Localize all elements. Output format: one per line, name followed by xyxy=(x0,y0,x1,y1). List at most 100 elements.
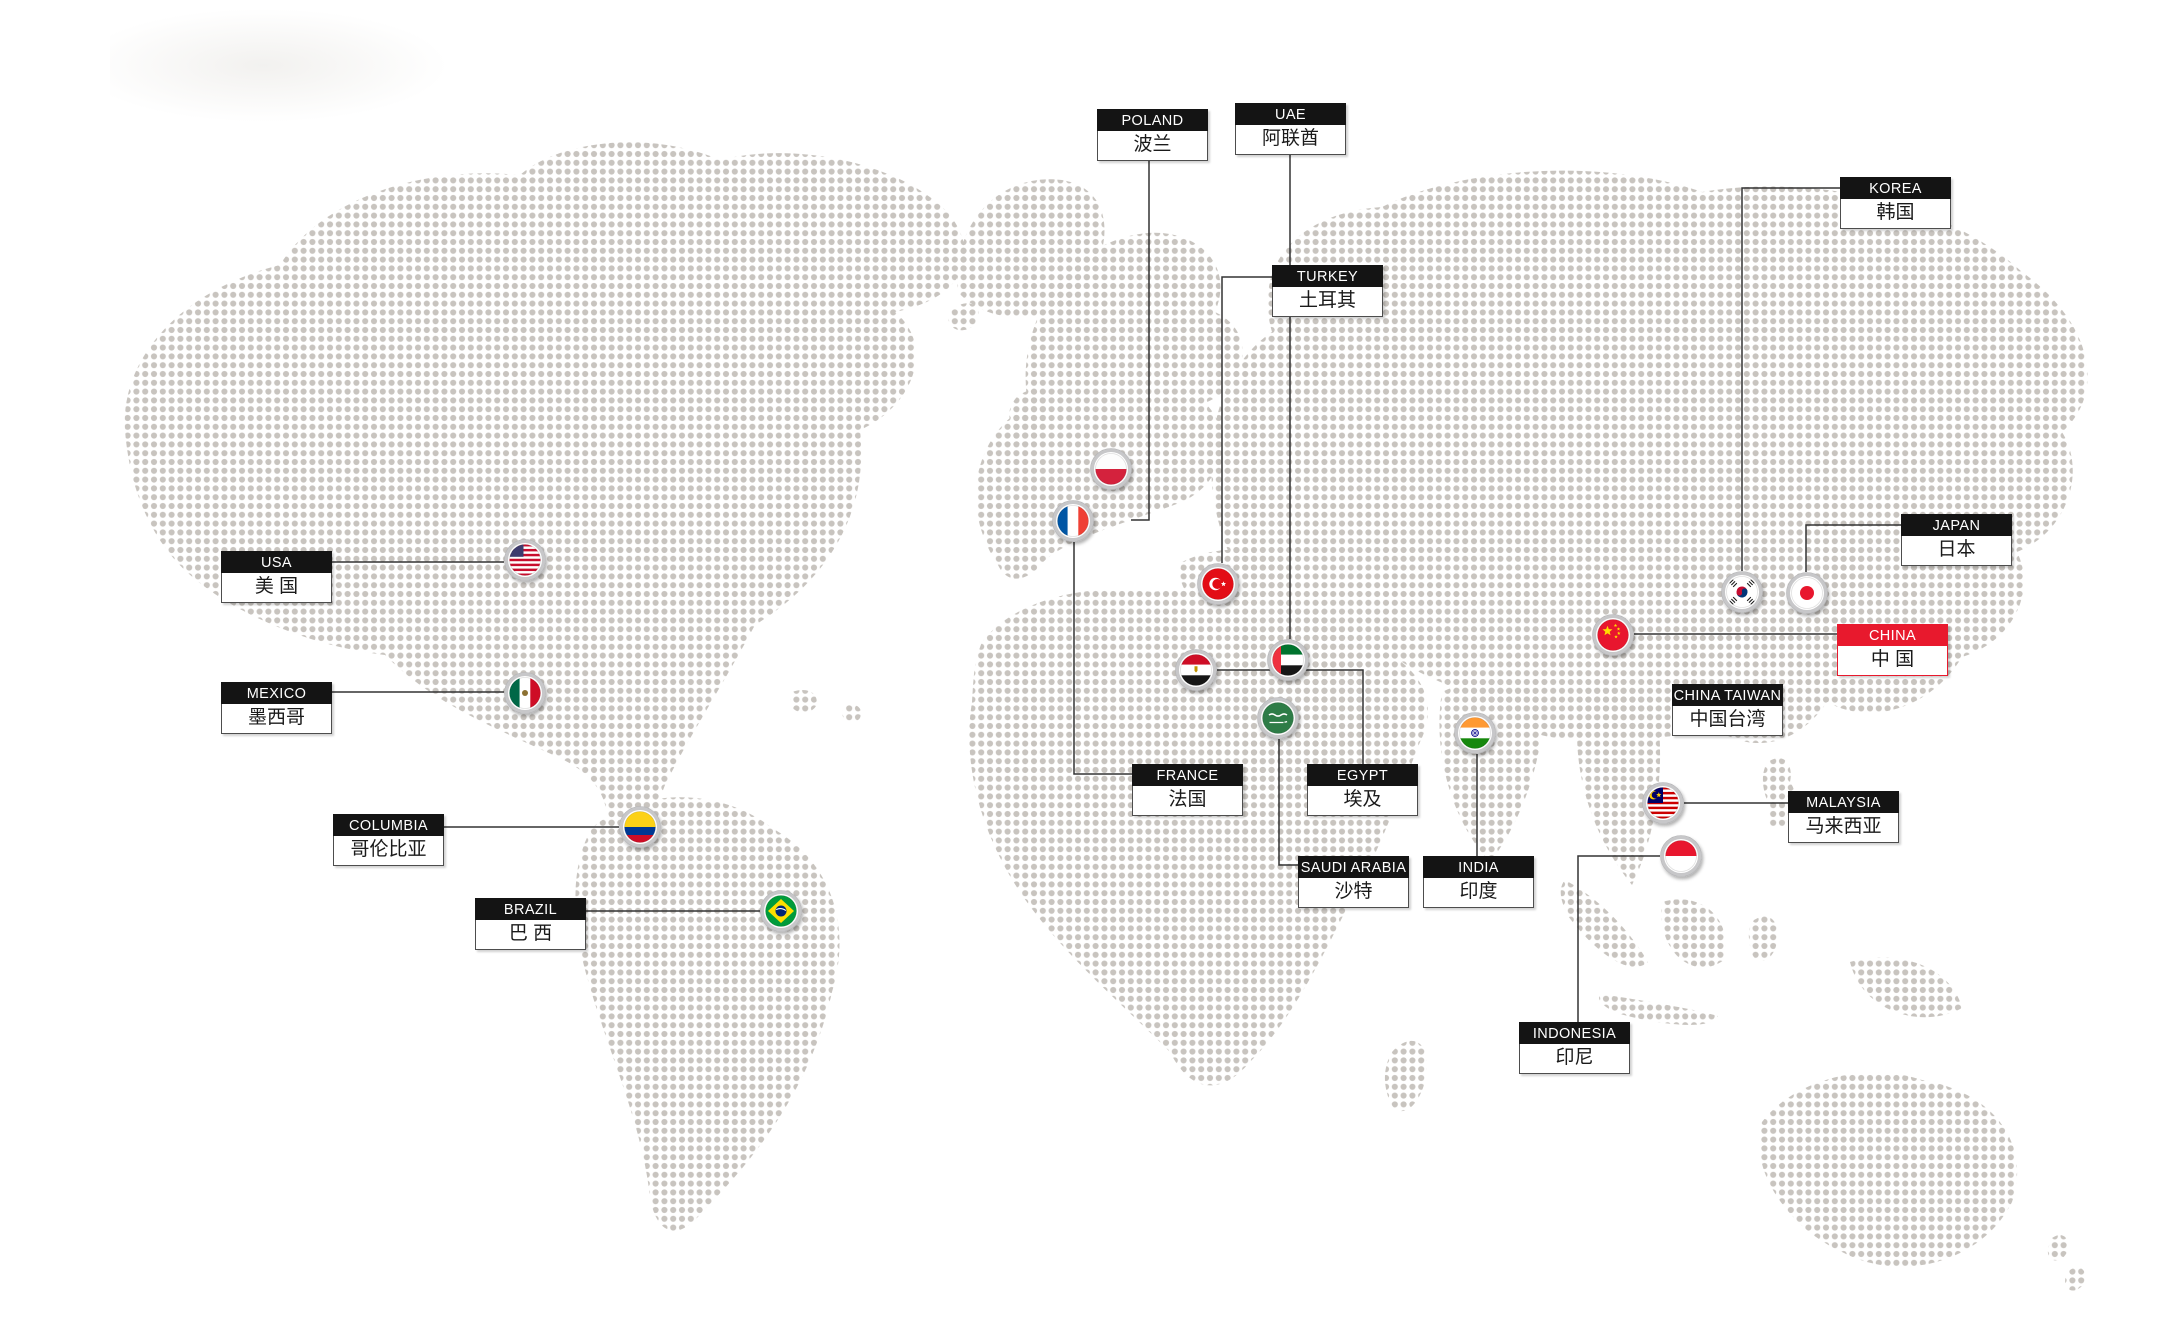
mexico-flag-marker xyxy=(504,672,546,714)
island-borneo xyxy=(1661,899,1726,968)
malaysia-flag-marker xyxy=(1642,782,1684,824)
flag-markers-group xyxy=(504,448,1828,932)
country-label-france-chinese: 法国 xyxy=(1132,786,1243,816)
korea-flag-marker xyxy=(1721,571,1763,613)
malaysia-flag-icon xyxy=(1647,787,1679,819)
saudi-arabia-flag-icon xyxy=(1262,702,1294,734)
country-label-uae-chinese: 阿联酋 xyxy=(1235,125,1346,155)
japan-flag-marker xyxy=(1786,572,1828,614)
connector-lines-group xyxy=(332,155,1901,1022)
island-britain xyxy=(1009,390,1047,446)
poland-flag-icon xyxy=(1095,453,1127,485)
island-sulawesi xyxy=(1748,916,1778,961)
country-label-china: CHINA 中 国 xyxy=(1837,624,1948,676)
connector-line-egypt xyxy=(1217,669,1364,764)
country-label-poland-chinese: 波兰 xyxy=(1097,131,1208,161)
uae-flag-icon xyxy=(1272,644,1304,676)
country-label-china-taiwan-english: CHINA TAIWAN xyxy=(1672,684,1783,706)
south-korea-flag-icon xyxy=(1726,576,1758,608)
continent-north-america xyxy=(124,142,965,849)
country-label-saudi-arabia: SAUDI ARABIA 沙特 xyxy=(1298,856,1409,908)
country-label-columbia-chinese: 哥伦比亚 xyxy=(333,836,444,866)
country-label-malaysia: MALAYSIA 马来西亚 xyxy=(1788,791,1899,843)
country-label-columbia: COLUMBIA 哥伦比亚 xyxy=(333,814,444,866)
country-label-turkey-english: TURKEY xyxy=(1272,265,1383,287)
island-java xyxy=(1598,994,1718,1025)
islands-new-zealand xyxy=(2047,1235,2086,1291)
country-label-usa-english: USA xyxy=(221,551,332,573)
island-madagascar xyxy=(1384,1040,1428,1112)
country-label-usa-chinese: 美 国 xyxy=(221,573,332,603)
country-label-turkey-chinese: 土耳其 xyxy=(1272,287,1383,317)
country-label-france: FRANCE 法国 xyxy=(1132,764,1243,816)
country-label-china-taiwan: CHINA TAIWAN 中国台湾 xyxy=(1672,684,1783,736)
country-label-japan: JAPAN 日本 xyxy=(1901,514,2012,566)
connector-line-poland xyxy=(1131,161,1150,521)
connector-line-saudi-arabia xyxy=(1278,739,1298,866)
country-label-poland: POLAND 波兰 xyxy=(1097,109,1208,161)
continent-europe xyxy=(975,232,1243,579)
island-sumatra xyxy=(1560,880,1648,967)
france-flag-icon xyxy=(1057,505,1089,537)
country-label-india: INDIA 印度 xyxy=(1423,856,1534,908)
country-label-indonesia: INDONESIA 印尼 xyxy=(1519,1022,1630,1074)
country-label-malaysia-english: MALAYSIA xyxy=(1788,791,1899,813)
usa-flag-icon xyxy=(509,544,541,576)
mexico-flag-icon xyxy=(509,677,541,709)
connector-line-france xyxy=(1073,542,1132,775)
country-label-egypt-english: EGYPT xyxy=(1307,764,1418,786)
indonesia-flag-marker xyxy=(1660,835,1702,877)
india-flag-marker xyxy=(1454,712,1496,754)
india-flag-icon xyxy=(1459,717,1491,749)
country-label-mexico: MEXICO 墨西哥 xyxy=(221,682,332,734)
country-label-uae: UAE 阿联酋 xyxy=(1235,103,1346,155)
country-label-korea-english: KOREA xyxy=(1840,177,1951,199)
continent-australia xyxy=(1759,1072,2018,1267)
islands-japan xyxy=(1812,547,1867,637)
columbia-flag-marker xyxy=(619,806,661,848)
country-label-india-english: INDIA xyxy=(1423,856,1534,878)
brazil-flag-marker xyxy=(760,890,802,932)
country-label-france-english: FRANCE xyxy=(1132,764,1243,786)
country-label-china-chinese: 中 国 xyxy=(1837,646,1948,676)
egypt-flag-icon xyxy=(1180,654,1212,686)
country-label-indonesia-chinese: 印尼 xyxy=(1519,1044,1630,1074)
country-label-korea-chinese: 韩国 xyxy=(1840,199,1951,229)
country-label-saudi-arabia-chinese: 沙特 xyxy=(1298,878,1409,908)
island-iceland xyxy=(948,303,979,331)
country-label-india-chinese: 印度 xyxy=(1423,878,1534,908)
china-flag-icon xyxy=(1597,619,1629,651)
turkey-flag-icon xyxy=(1202,568,1234,600)
uae-flag-marker xyxy=(1267,639,1309,681)
islands-philippines xyxy=(1762,758,1796,829)
connector-line-korea xyxy=(1741,187,1840,571)
country-label-japan-english: JAPAN xyxy=(1901,514,2012,536)
connector-line-indonesia xyxy=(1577,855,1660,1022)
china-flag-marker xyxy=(1592,614,1634,656)
islands-caribbean xyxy=(790,689,862,723)
country-label-japan-chinese: 日本 xyxy=(1901,536,2012,566)
country-label-mexico-chinese: 墨西哥 xyxy=(221,704,332,734)
japan-flag-icon xyxy=(1791,577,1823,609)
country-label-turkey: TURKEY 土耳其 xyxy=(1272,265,1383,317)
brazil-flag-icon xyxy=(765,895,797,927)
country-label-uae-english: UAE xyxy=(1235,103,1346,125)
country-label-egypt: EGYPT 埃及 xyxy=(1307,764,1418,816)
region-indochina xyxy=(1577,684,1661,885)
country-label-brazil-chinese: 巴 西 xyxy=(475,920,586,950)
egypt-flag-marker xyxy=(1175,649,1217,691)
country-label-china-english: CHINA xyxy=(1837,624,1948,646)
saudi-arabia-flag-marker xyxy=(1257,697,1299,739)
indonesia-flag-icon xyxy=(1665,840,1697,872)
country-label-poland-english: POLAND xyxy=(1097,109,1208,131)
country-label-mexico-english: MEXICO xyxy=(221,682,332,704)
usa-flag-marker xyxy=(504,539,546,581)
island-new-guinea xyxy=(1850,957,1962,1018)
country-label-china-taiwan-chinese: 中国台湾 xyxy=(1672,706,1783,736)
country-label-malaysia-chinese: 马来西亚 xyxy=(1788,813,1899,843)
poland-flag-marker xyxy=(1090,448,1132,490)
